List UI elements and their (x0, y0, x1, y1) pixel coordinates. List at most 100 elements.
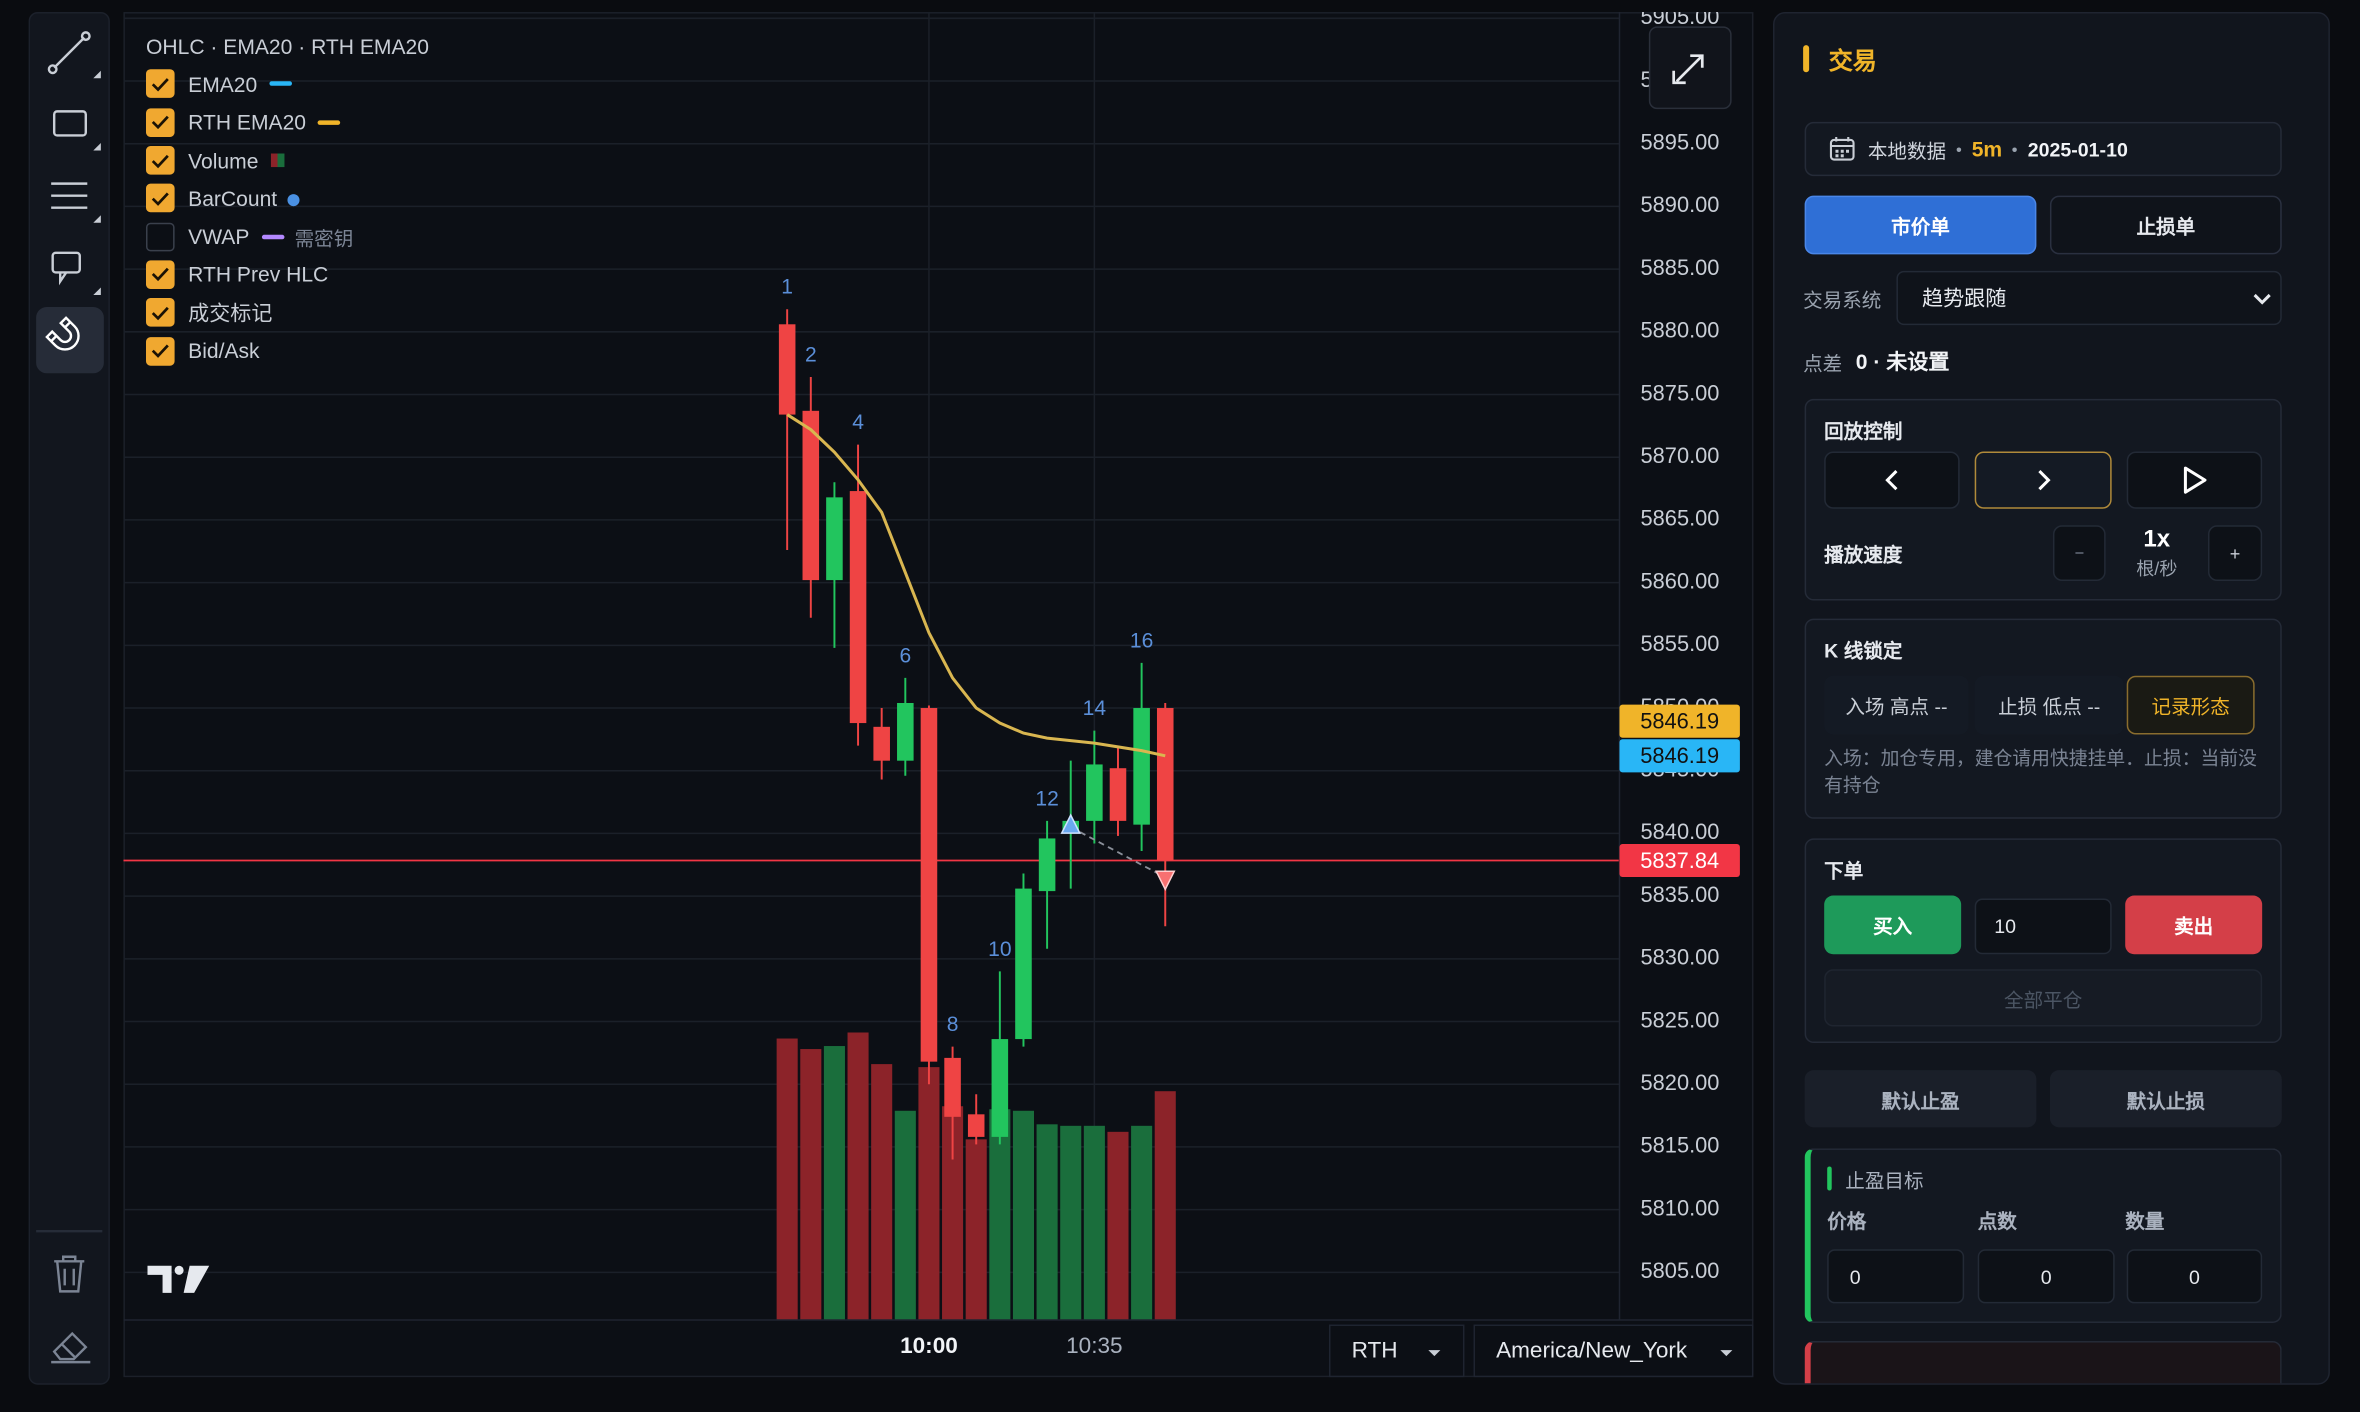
price-badge (1619, 704, 1740, 738)
y-tick-label: 5835.00 (1641, 882, 1720, 907)
check-icon (151, 344, 169, 358)
volume-bar (1060, 1125, 1082, 1320)
step-back[interactable] (1824, 451, 1960, 509)
legend-checkbox[interactable] (145, 69, 175, 99)
legend-item[interactable]: RTH Prev HLC (145, 256, 429, 294)
speed-unit: 根/秒 (2136, 558, 2178, 580)
speed-decrease[interactable]: − (2052, 525, 2106, 581)
price-badge-label: 5846.19 (1640, 708, 1719, 733)
chart: 5905.005900.005895.005890.005885.005880.… (123, 12, 1754, 1358)
y-tick-label: 5875.00 (1641, 380, 1720, 405)
quantity-input[interactable]: 10 (1974, 898, 2112, 955)
legend-label: RTH Prev HLC (188, 262, 329, 287)
bar-number: 2 (805, 343, 817, 366)
candle-body (897, 703, 914, 761)
legend-checkbox[interactable] (145, 260, 175, 289)
check-icon (151, 116, 169, 130)
speed-increase[interactable]: + (2207, 525, 2263, 581)
legend-label: Volume (188, 148, 259, 173)
lock-stop[interactable]: 止损 低点 -- (1974, 675, 2124, 735)
legend-item[interactable]: RTH EMA20 (145, 103, 429, 141)
legend-item[interactable]: VWAP 需密钥 (145, 217, 429, 255)
volume-bar (965, 1139, 987, 1320)
buy-marker (1060, 813, 1081, 834)
default-stop-loss[interactable]: 默认止损 (2049, 1070, 2282, 1128)
legend-checkbox[interactable] (145, 336, 175, 366)
volume-bar (776, 1038, 798, 1320)
tp-qty-input[interactable]: 0 (2126, 1249, 2263, 1304)
legend-label: 成交标记 (188, 300, 273, 325)
y-tick-label: 5805.00 (1641, 1258, 1720, 1283)
magnet-tool[interactable] (45, 316, 84, 355)
step-forward[interactable] (1974, 451, 2112, 509)
annotation-tool[interactable] (51, 251, 101, 295)
price-badge (1619, 739, 1740, 773)
legend-label: RTH EMA20 (188, 110, 307, 135)
record-pattern[interactable]: 记录形态 (2126, 675, 2255, 735)
legend-item[interactable]: BarCount (145, 179, 429, 217)
fib-tool[interactable] (51, 182, 101, 223)
trend-line-tool[interactable] (47, 31, 101, 79)
legend-item[interactable]: 成交标记 (145, 294, 429, 332)
legend-item[interactable]: Bid/Ask (145, 332, 429, 370)
candle-body (944, 1057, 961, 1117)
price-badge-label: 5846.19 (1640, 743, 1719, 768)
bar-number: 8 (947, 1013, 959, 1036)
order-type-market[interactable]: 市价单 (1804, 195, 2037, 255)
legend-label: EMA20 (188, 72, 258, 97)
y-tick-label: 5890.00 (1641, 192, 1720, 217)
session-select[interactable]: RTH (1329, 1324, 1465, 1378)
system-label: 交易系统 (1803, 288, 1882, 311)
play[interactable] (2126, 451, 2263, 509)
default-take-profit[interactable]: 默认止盈 (1804, 1070, 2037, 1128)
delete-tool[interactable] (54, 1255, 85, 1293)
legend-checkbox[interactable] (145, 107, 175, 137)
title-accent (1803, 45, 1810, 73)
rectangle-tool[interactable] (52, 110, 101, 151)
check-icon (151, 78, 169, 92)
take-profit-title: 止盈目标 (1845, 1168, 1924, 1192)
lock-entry[interactable]: 入场 高点 -- (1824, 675, 1969, 735)
volume-bar (1012, 1110, 1035, 1320)
tp-points-input[interactable]: 0 (1977, 1249, 2115, 1304)
candle-body (1156, 708, 1174, 861)
legend-marker (270, 153, 285, 168)
trade-connector (1070, 826, 1166, 879)
chevron-left (1885, 470, 1898, 491)
volume-bar (847, 1032, 869, 1320)
eraser-tool[interactable] (51, 1331, 91, 1364)
spread-value: 0 · 未设置 (1855, 349, 1950, 374)
legend-checkbox[interactable] (145, 184, 175, 213)
candle-body (1109, 768, 1127, 821)
candle-body (1038, 838, 1056, 892)
system-select[interactable]: 趋势跟随 (1896, 270, 2282, 326)
toolbar (28, 12, 110, 1385)
timezone-select[interactable]: America/New_York (1473, 1324, 1754, 1378)
tp-price-input[interactable]: 0 (1827, 1249, 1965, 1304)
y-tick-label: 5870.00 (1641, 443, 1720, 468)
close-all-button[interactable]: 全部平仓 (1824, 969, 2263, 1027)
price-badge (1619, 843, 1740, 878)
legend-item[interactable]: EMA20 (145, 65, 429, 103)
separator (1956, 146, 1962, 152)
y-tick-label: 5895.00 (1641, 129, 1720, 154)
candle-body (826, 497, 843, 581)
y-tick-label: 5810.00 (1641, 1195, 1720, 1220)
legend-checkbox[interactable] (145, 222, 175, 251)
volume-bar (800, 1049, 822, 1320)
candle-body (1133, 708, 1150, 825)
data-source[interactable]: 本地数据 5m 2025-01-10 (1804, 121, 2282, 177)
legend-marker (261, 234, 285, 239)
sell-button[interactable]: 卖出 (2125, 895, 2263, 955)
legend-checkbox[interactable] (145, 298, 175, 327)
caret (1720, 1350, 1733, 1357)
source-label: 本地数据 (1867, 139, 1947, 162)
buy-button[interactable]: 买入 (1824, 895, 1962, 955)
check-icon (151, 306, 169, 320)
tp-col-price: 价格 (1827, 1209, 1867, 1232)
legend-item[interactable]: Volume (145, 141, 429, 179)
legend-checkbox[interactable] (145, 146, 175, 175)
order-type-stop[interactable]: 止损单 (2049, 195, 2282, 255)
expand-button[interactable] (1648, 26, 1732, 110)
